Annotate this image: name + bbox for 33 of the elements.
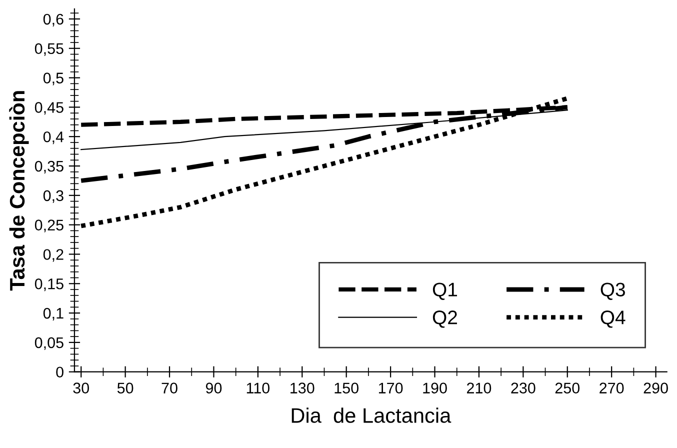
x-axis-title: Dia de Lactancia [292, 408, 452, 423]
y-tick-label: 0,25 [34, 220, 64, 232]
y-tick-label: 0 [56, 366, 64, 378]
x-tick-label: 210 [466, 382, 492, 394]
y-tick-label: 0,6 [43, 14, 64, 26]
legend-label: Q2 [432, 310, 457, 328]
x-tick-label: 50 [117, 382, 134, 394]
y-tick-label: 0,1 [43, 308, 64, 321]
x-tick-label: 230 [511, 382, 536, 394]
y-tick-label: 0,3 [43, 190, 64, 203]
x-tick-label: 170 [378, 382, 403, 394]
y-tick-label: 0,45 [34, 102, 64, 115]
y-tick-label: 0,05 [34, 337, 64, 350]
x-tick-label: 270 [600, 382, 624, 394]
x-tick-label: 110 [246, 382, 270, 394]
x-tick-label: 150 [334, 382, 358, 394]
x-tick-label: 290 [644, 382, 668, 394]
x-tick-label: 70 [162, 382, 178, 394]
y-tick-label: 0,35 [34, 160, 64, 174]
y-axis-title: Tasa de Concepciòn [9, 91, 29, 291]
x-tick-label: 130 [290, 382, 314, 394]
legend-label: Q1 [432, 282, 457, 300]
x-tick-label: 190 [423, 382, 447, 394]
legend-label: Q3 [600, 282, 625, 300]
x-tick-label: 250 [555, 382, 580, 394]
y-tick-label: 0,2 [43, 249, 64, 262]
y-tick-label: 0,55 [34, 43, 64, 56]
x-tick-label: 90 [206, 382, 222, 394]
y-tick-label: 0,5 [43, 72, 64, 86]
x-tick-label: 30 [73, 382, 89, 394]
y-tick-label: 0,4 [43, 131, 64, 144]
legend-label: Q4 [600, 310, 626, 328]
y-tick-label: 0,15 [34, 278, 64, 292]
